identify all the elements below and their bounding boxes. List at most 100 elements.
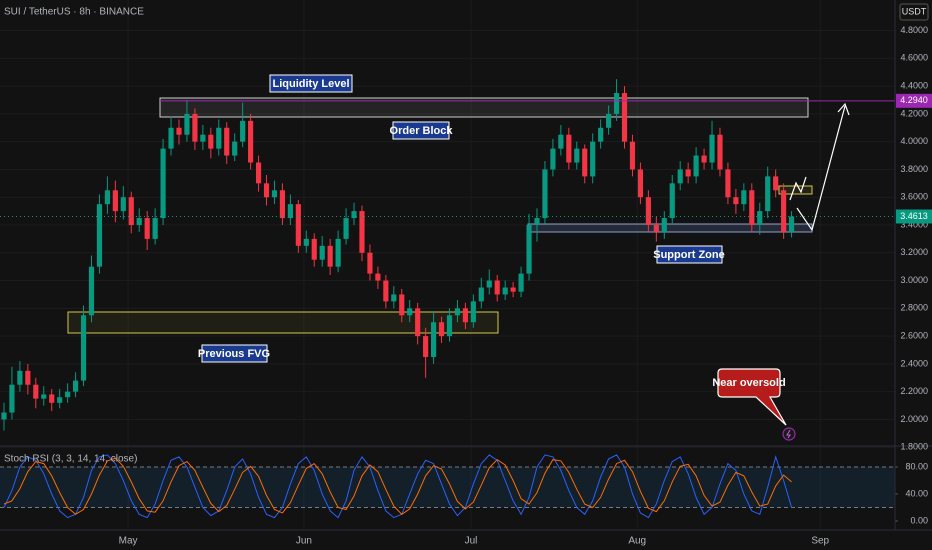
candle-body: [542, 169, 548, 219]
candle-body: [502, 287, 508, 295]
candle-body: [168, 127, 174, 149]
candle-body: [184, 113, 190, 135]
candle-body: [558, 134, 564, 149]
price-label: 4.2940: [900, 95, 928, 105]
candle-body: [765, 176, 771, 212]
candle-body: [104, 190, 110, 205]
y-tick-label: 3.2000: [900, 247, 928, 257]
candle-body: [526, 225, 532, 274]
candles: [1, 79, 795, 431]
x-tick-label: Aug: [628, 536, 646, 547]
candle-body: [788, 216, 795, 232]
candle-body: [574, 148, 580, 163]
candle-body: [391, 294, 397, 302]
y-tick-label: 2.4000: [900, 358, 928, 368]
candle-body: [478, 287, 484, 302]
candle-body: [709, 134, 715, 163]
candle-body: [717, 134, 723, 170]
alert-icon: [782, 427, 796, 441]
candle-body: [598, 127, 604, 142]
candle-body: [88, 266, 95, 316]
candle-body: [725, 169, 731, 198]
candle-body: [279, 190, 286, 219]
candle-body: [613, 93, 620, 114]
y-tick-label: 4.2000: [900, 108, 928, 118]
candle-body: [343, 218, 349, 239]
y-tick-label: 4.4000: [900, 80, 928, 90]
candle-body: [80, 315, 87, 381]
candle-body: [200, 134, 206, 142]
x-tick-label: Jun: [296, 536, 312, 547]
candle-body: [494, 280, 500, 295]
candle-body: [486, 280, 492, 288]
candle-body: [383, 280, 389, 302]
candle-body: [669, 183, 675, 219]
candle-body: [255, 162, 262, 184]
candle-body: [454, 308, 461, 316]
indicator-title: Stoch RSI (3, 3, 14, 14, close): [4, 454, 137, 465]
candle-body: [240, 120, 246, 142]
candle-body: [49, 394, 55, 403]
candle-body: [295, 204, 301, 246]
candle-body: [438, 322, 445, 337]
candle-body: [653, 225, 659, 232]
candle-body: [1, 412, 7, 420]
candle-body: [17, 370, 23, 385]
candle-body: [685, 169, 691, 177]
candle-body: [232, 141, 238, 156]
x-tick-label: Jul: [465, 536, 478, 547]
candle-body: [621, 93, 628, 142]
overlay-lines: [0, 100, 895, 519]
label-box: [269, 74, 353, 93]
y-tick-label: 0.00: [910, 515, 928, 525]
candle-body: [271, 190, 278, 198]
candle-body: [566, 134, 572, 163]
candle-body: [327, 245, 333, 267]
candle-body: [757, 211, 763, 225]
y-tick-label: 80.00: [905, 461, 928, 471]
candle-body: [733, 197, 739, 205]
stoch-line: [3, 454, 793, 519]
candle-body: [415, 308, 421, 337]
y-tick-label: 2.6000: [900, 330, 928, 340]
candle-body: [112, 190, 118, 212]
annotation: Previous FVG: [198, 348, 270, 360]
y-tick-label: 4.0000: [900, 136, 928, 146]
candle-body: [25, 370, 31, 385]
candle-body: [367, 252, 373, 274]
candle-body: [518, 273, 524, 292]
candle-body: [781, 190, 787, 232]
price-label-box: [896, 93, 932, 108]
candle-body: [606, 113, 612, 128]
zigzag-arrow: [789, 176, 807, 201]
label-box: [392, 121, 450, 140]
candle-body: [96, 204, 103, 267]
candle-body: [152, 218, 158, 239]
candle-body: [319, 245, 325, 260]
candle-body: [224, 127, 230, 156]
candle-body: [359, 211, 365, 253]
candle-body: [462, 308, 468, 323]
candle-body: [176, 127, 182, 135]
annotation: Order Block: [390, 125, 454, 137]
candle-body: [629, 141, 636, 170]
order-block-zone: [159, 97, 809, 118]
candle-body: [128, 197, 134, 225]
candle-body: [160, 148, 166, 219]
candle-body: [351, 211, 357, 219]
y-tick-label: 3.4000: [900, 219, 928, 229]
candle-body: [749, 190, 755, 225]
y-tick-label: 2.2000: [900, 386, 928, 396]
currency-box: [899, 3, 929, 21]
fvg-zone: [67, 311, 499, 334]
candle-body: [33, 384, 39, 399]
candle-body: [423, 336, 429, 357]
candle-body: [550, 148, 556, 170]
candle-body: [192, 113, 198, 142]
candle-body: [263, 183, 270, 198]
chart-title: SUI / TetherUS · 8h · BINANCE: [4, 7, 144, 18]
candle-body: [248, 120, 254, 163]
candle-body: [144, 218, 150, 239]
y-tick-label: 4.6000: [900, 53, 928, 63]
